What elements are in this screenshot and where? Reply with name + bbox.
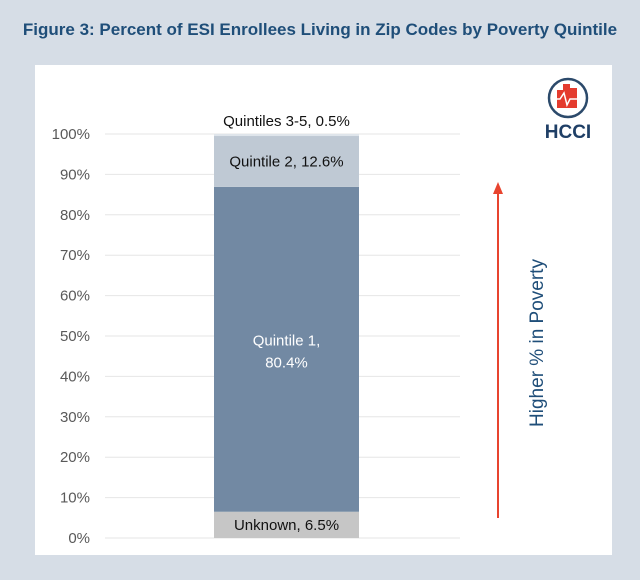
annotation-label: Higher % in Poverty — [527, 259, 548, 427]
y-tick-label: 70% — [60, 247, 90, 264]
data-label: Quintile 1, — [253, 332, 321, 349]
bar-segment-quintile-2 — [214, 136, 359, 187]
y-tick-label: 60% — [60, 288, 90, 305]
y-tick-label: 10% — [60, 490, 90, 507]
data-label: 80.4% — [265, 354, 308, 371]
y-tick-label: 90% — [60, 166, 90, 183]
y-tick-label: 30% — [60, 409, 90, 426]
y-tick-label: 50% — [60, 328, 90, 345]
hcci-logo: HCCI — [545, 77, 591, 143]
y-tick-label: 100% — [52, 126, 90, 143]
data-label: Unknown, 6.5% — [234, 517, 339, 534]
svg-text:HCCI: HCCI — [545, 122, 591, 143]
bar-segment-unknown — [214, 511, 359, 538]
y-tick-label: 20% — [60, 449, 90, 466]
data-label: Quintiles 3-5, 0.5% — [223, 113, 350, 130]
y-tick-label: 0% — [68, 530, 90, 547]
y-tick-label: 80% — [60, 207, 90, 224]
poverty-arrow-head — [493, 182, 503, 194]
bar-segment-quintiles-3-5 — [214, 134, 359, 137]
bar-segment-quintile-1 — [214, 186, 359, 512]
data-label: Quintile 2, 12.6% — [229, 153, 343, 170]
y-tick-label: 40% — [60, 368, 90, 385]
chart-title: Figure 3: Percent of ESI Enrollees Livin… — [22, 20, 618, 39]
